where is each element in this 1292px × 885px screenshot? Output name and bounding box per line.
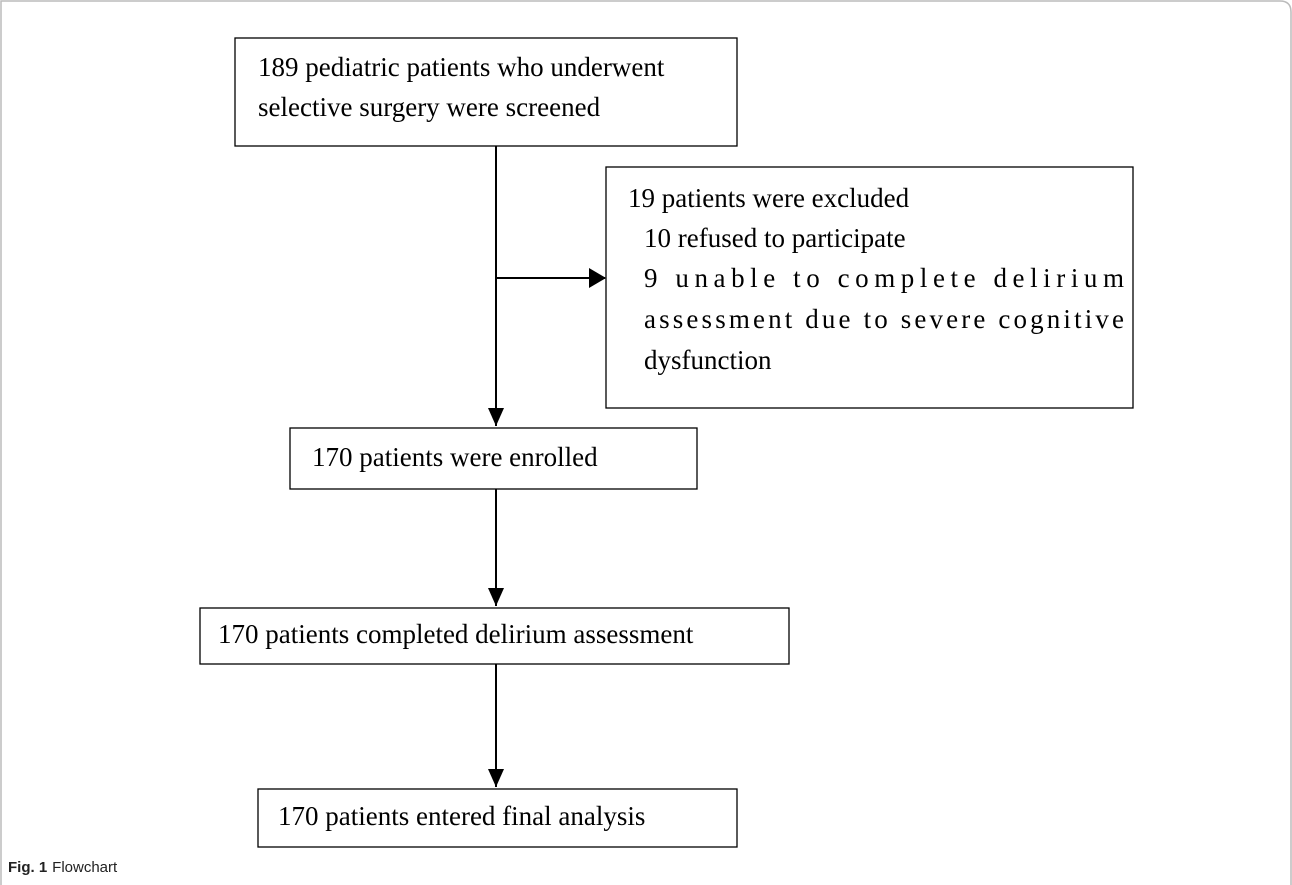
node-text: 170 patients completed delirium assessme… (218, 619, 694, 649)
node-text: 189 pediatric patients who underwent (258, 52, 665, 82)
arrow-head (589, 268, 606, 288)
exclusion-line: 9 unable to complete delirium (644, 263, 1124, 293)
screened-box (234, 37, 738, 147)
exclusion-box (605, 166, 1134, 409)
node-text: 170 patients entered final analysis (278, 801, 645, 831)
exclusion-title: 19 patients were excluded (628, 183, 910, 213)
node-text: selective surgery were screened (258, 92, 601, 122)
caption: Fig. 1 Flowchart (8, 859, 118, 876)
exclusion-line: dysfunction (644, 345, 772, 375)
node-text: 170 patients were enrolled (312, 442, 598, 472)
caption-text: Flowchart (52, 859, 118, 876)
analysis-box (257, 788, 738, 848)
enrolled-box (289, 427, 698, 490)
exclusion-line: assessment due to severe cognitive (644, 304, 1124, 334)
exclusion-line: 10 refused to participate (644, 223, 906, 253)
assessment-box (199, 607, 790, 665)
caption-label: Fig. 1 (8, 859, 47, 876)
